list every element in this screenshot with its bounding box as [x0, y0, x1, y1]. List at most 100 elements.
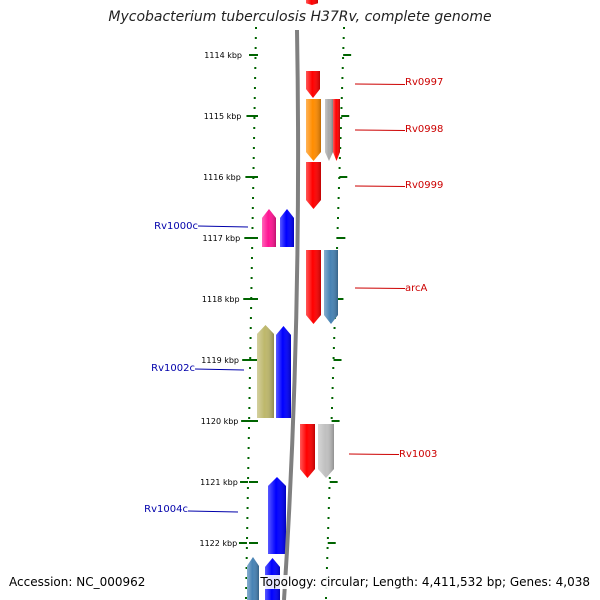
outer-track-dot [338, 177, 341, 179]
inner-track-dot [248, 397, 251, 399]
outer-track-dot [328, 487, 331, 489]
scale-tick-label: 1121 kbp [200, 478, 238, 487]
inner-track-dot [248, 407, 251, 409]
inner-track-dot [246, 527, 249, 529]
gene-arrow-forward[interactable] [318, 424, 334, 478]
gene-arrow-shade [280, 209, 294, 247]
gene-label[interactable]: Rv1002c [151, 363, 195, 374]
outer-track-dot [340, 117, 343, 119]
outer-track-dot [340, 107, 343, 109]
scale-tick-label: 1119 kbp [201, 356, 239, 365]
inner-track-dot [245, 577, 248, 579]
gene-arrow-forward[interactable] [306, 71, 320, 98]
inner-track-dot [254, 37, 257, 39]
scale-tick-label: 1115 kbp [204, 112, 242, 121]
inner-track-dot [253, 107, 256, 109]
outer-track-dot [332, 357, 335, 359]
gene-arrow-reverse[interactable] [257, 325, 274, 418]
inner-track-dot [249, 317, 252, 319]
gene-arrow-reverse[interactable] [276, 326, 291, 418]
gene-arrow-reverse[interactable] [280, 209, 294, 247]
gene-arrow-forward[interactable] [306, 99, 321, 161]
outer-track-dot [333, 327, 336, 329]
genome-backbone [282, 29, 301, 600]
outer-track-dot [325, 567, 328, 569]
outer-track-dot [330, 417, 333, 419]
gene-arrow-forward[interactable] [306, 250, 321, 324]
gene-leader-line [354, 185, 406, 187]
inner-track-dot [246, 537, 249, 539]
gene-label[interactable]: Rv1003 [399, 449, 437, 460]
outer-track-dot [338, 167, 341, 169]
outer-track-dot [343, 27, 345, 29]
genes-layer [247, 0, 340, 600]
inner-track-dot [248, 377, 251, 379]
outer-track-dot [339, 147, 342, 149]
inner-track-dot [251, 207, 254, 209]
gene-label[interactable]: Rv1000c [154, 221, 198, 232]
gene-arrow-reverse[interactable] [268, 477, 286, 554]
outer-track-dot [327, 517, 330, 519]
inner-track-dot [249, 337, 252, 339]
gene-arrow-forward[interactable] [325, 99, 333, 161]
gene-arrow-reverse[interactable] [262, 209, 276, 247]
outer-track-dot [338, 157, 341, 159]
outer-track-dot [337, 187, 340, 189]
gene-labels: Rv0997 Rv0998 Rv0999 arcA Rv1003 Rv1000c Rv100… [144, 77, 443, 515]
scale-tick-label: 1117 kbp [202, 234, 240, 243]
outer-track-dot [336, 227, 339, 229]
inner-track-dot [246, 487, 249, 489]
inner-track-dot [245, 597, 247, 599]
gene-arrow-shade [306, 162, 321, 209]
gene-arrow-forward[interactable] [306, 0, 318, 5]
gene-leader-line [348, 453, 400, 455]
outer-track-dot [342, 37, 345, 39]
inner-track-dot [252, 147, 255, 149]
inner-track-dot [251, 217, 254, 219]
gene-leader-line [197, 225, 249, 228]
inner-track-dot [254, 67, 257, 69]
outer-track-dot [326, 557, 329, 559]
gene-leader-line [354, 83, 406, 85]
inner-track-dot [248, 387, 251, 389]
gene-arrow-forward[interactable] [306, 162, 321, 209]
inner-track-dot [252, 167, 255, 169]
scale-ticks: 1114 kbp 1115 kbp 1116 kbp 1117 kbp 1118 kbp… [199, 51, 258, 548]
inner-track-dot [247, 477, 250, 479]
inner-track-dot [245, 567, 248, 569]
outer-track-dot [331, 407, 333, 409]
scale-tick-label: 1120 kbp [201, 417, 239, 426]
outer-track-dot [327, 507, 330, 509]
gene-label[interactable]: Rv1004c [144, 504, 188, 515]
outer-track-dot [341, 87, 344, 89]
gene-arrow-shade [262, 209, 276, 247]
gene-label[interactable]: arcA [405, 283, 428, 294]
gene-label[interactable]: Rv0999 [405, 180, 443, 191]
gene-arrow-forward[interactable] [324, 250, 338, 324]
inner-track-dot [249, 327, 252, 329]
gene-arrow-shade [276, 326, 291, 418]
inner-track-dot [247, 437, 250, 439]
gene-arrow-shade [325, 99, 333, 161]
gene-arrow-forward[interactable] [333, 99, 340, 161]
gene-label[interactable]: Rv0998 [405, 124, 443, 135]
gene-arrow-shade [318, 424, 334, 478]
outer-track-dot [326, 537, 329, 539]
inner-track-dot [254, 57, 257, 59]
topology-text: Topology: circular; Length: 4,411,532 bp… [260, 575, 590, 589]
scale-tick-label: 1116 kbp [203, 173, 241, 182]
gene-label[interactable]: Rv0997 [405, 77, 443, 88]
outer-track-dot [341, 67, 344, 69]
inner-track-dot [252, 187, 255, 189]
gene-arrow-forward[interactable] [300, 424, 315, 478]
outer-track-dot [337, 217, 339, 219]
scale-tick-label: 1118 kbp [202, 295, 240, 304]
inner-track-dot [251, 227, 254, 229]
gene-arrow-shade [306, 0, 318, 5]
inner-track-dot [251, 247, 254, 249]
gene-arrow-reverse[interactable] [247, 557, 259, 600]
gene-arrow-shade [300, 424, 315, 478]
accession-text: Accession: NC_000962 [9, 575, 146, 589]
outer-track-dot [325, 597, 327, 599]
